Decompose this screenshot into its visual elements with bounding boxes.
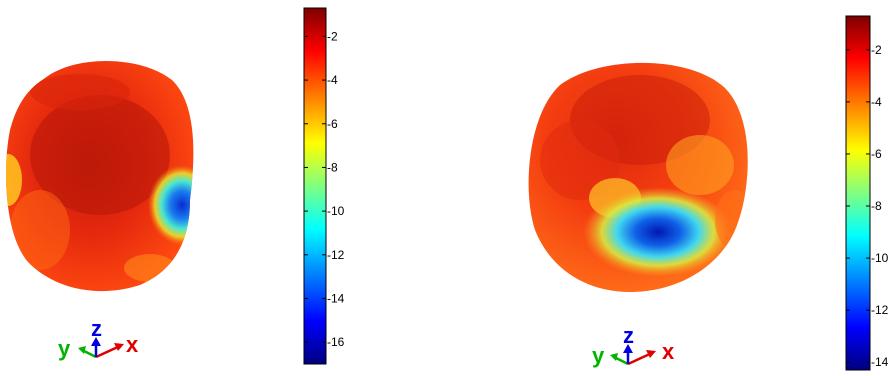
right-z-axis-label: z [623,323,634,348]
left-colorbar-tick-label: -10 [327,204,345,218]
left-colorbar-tick-label: -6 [327,117,338,131]
right-y-axis-label: y [592,343,605,368]
left-axis-triad: x y z [58,316,139,361]
right-colorbar-tick-label: -14 [871,355,889,369]
left-colorbar-tick-label: -4 [327,73,338,87]
left-z-axis-label: z [91,316,102,341]
right-colorbar-tick-label: -4 [871,95,882,109]
right-colorbar: -2 -4 -6 -8 -10 -12 -14 [845,15,889,371]
left-x-axis-label: x [126,332,139,357]
left-colorbar: -2 -4 -6 -8 -10 -12 -14 -16 [303,7,345,365]
right-colorbar-tick-label: -6 [871,147,882,161]
right-axis-triad: x y z [592,323,675,368]
right-colorbar-tick-label: -12 [871,303,889,317]
right-x-axis-label: x [662,339,675,364]
left-colorbar-tick-label: -14 [327,291,345,305]
right-colorbar-tick-label: -2 [871,43,882,57]
left-colorbar-tick-label: -16 [327,335,345,349]
left-colorbar-tick-label: -8 [327,160,338,174]
left-y-axis-label: y [58,336,71,361]
left-surface-plot [5,60,194,292]
right-colorbar-tick-label: -10 [871,251,889,265]
left-colorbar-tick-label: -2 [327,29,338,43]
right-surface-plot [528,62,748,292]
right-colorbar-tick-label: -8 [871,199,882,213]
left-colorbar-tick-label: -12 [327,248,345,262]
